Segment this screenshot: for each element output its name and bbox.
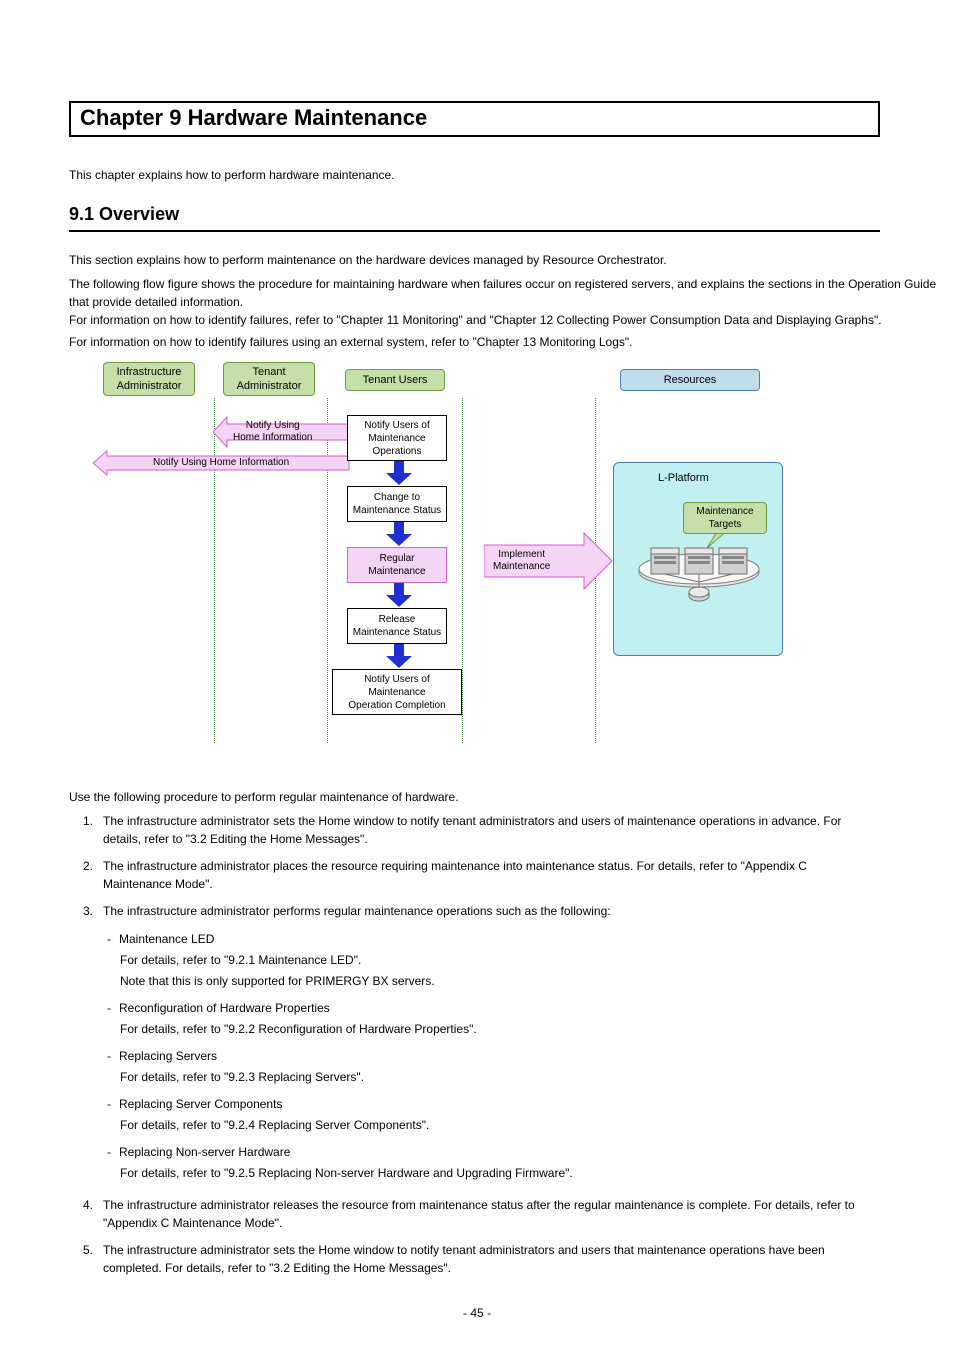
lane-tenant-users: Tenant Users: [345, 369, 445, 391]
sub-1-note: Note that this is only supported for PRI…: [120, 972, 435, 990]
section-title: 9.1 Overview: [69, 204, 179, 225]
item-1: 1.The infrastructure administrator sets …: [83, 812, 883, 848]
flow-change-status: Change to Maintenance Status: [347, 486, 447, 522]
sub-4-label: -Replacing Server Components: [107, 1095, 282, 1113]
sub-3-label: -Replacing Servers: [107, 1047, 217, 1065]
sub-3-desc: For details, refer to "9.2.3 Replacing S…: [120, 1068, 364, 1086]
arrow-down-4: [386, 644, 412, 669]
sub-4-desc: For details, refer to "9.2.4 Replacing S…: [120, 1116, 429, 1134]
section-rule: [69, 230, 880, 232]
item-5-num: 5.: [83, 1241, 103, 1259]
lane-infra: Infrastructure Administrator: [103, 362, 195, 396]
intro-text: This chapter explains how to perform har…: [69, 168, 395, 182]
item-1-text: The infrastructure administrator sets th…: [103, 812, 873, 848]
sub-1-label: -Maintenance LED: [107, 930, 214, 948]
chapter-title: Chapter 9 Hardware Maintenance: [80, 105, 427, 131]
flow-notify-complete: Notify Users of Maintenance Operation Co…: [332, 669, 462, 715]
sub-5-label: -Replacing Non-server Hardware: [107, 1143, 290, 1161]
servers-icon: [633, 530, 765, 610]
para-1: This section explains how to perform mai…: [69, 253, 667, 267]
para-3: For information on how to identify failu…: [69, 313, 882, 327]
flow-regular-maint: Regular Maintenance: [347, 547, 447, 583]
item-5: 5.The infrastructure administrator sets …: [83, 1241, 883, 1277]
item-2-num: 2.: [83, 857, 103, 875]
sub-2-desc: For details, refer to "9.2.2 Reconfigura…: [120, 1020, 477, 1038]
notify-arrow-1-label: Notify Using Home Information: [233, 420, 312, 444]
item-3-num: 3.: [83, 902, 103, 920]
item-2: 2.The infrastructure administrator place…: [83, 857, 883, 893]
arrow-down-3: [386, 583, 412, 608]
item-4-num: 4.: [83, 1196, 103, 1214]
implement-label: Implement Maintenance: [493, 549, 550, 573]
maint-targets-label: Maintenance Targets: [683, 502, 767, 534]
post-p1: Use the following procedure to perform r…: [69, 788, 459, 806]
item-3: 3.The infrastructure administrator perfo…: [83, 902, 883, 920]
arrow-down-2: [386, 522, 412, 547]
flow-diagram: Infrastructure Administrator Tenant Admi…: [95, 360, 865, 760]
item-3-text: The infrastructure administrator perform…: [103, 902, 873, 920]
para-2: The following flow figure shows the proc…: [69, 275, 954, 311]
flow-release-status: Release Maintenance Status: [347, 608, 447, 644]
arrow-down-1: [386, 461, 412, 486]
para-4: For information on how to identify failu…: [69, 335, 632, 349]
item-1-num: 1.: [83, 812, 103, 830]
swimlane-divider-3: [462, 398, 463, 743]
sub-5-desc: For details, refer to "9.2.5 Replacing N…: [120, 1164, 573, 1182]
item-4-text: The infrastructure administrator release…: [103, 1196, 873, 1232]
lane-resources: Resources: [620, 369, 760, 391]
sub-2-label: -Reconfiguration of Hardware Properties: [107, 999, 330, 1017]
item-4: 4.The infrastructure administrator relea…: [83, 1196, 883, 1232]
page-number: - 45 -: [0, 1306, 954, 1320]
item-5-text: The infrastructure administrator sets th…: [103, 1241, 873, 1277]
sub-1-desc: For details, refer to "9.2.1 Maintenance…: [120, 951, 361, 969]
item-2-text: The infrastructure administrator places …: [103, 857, 873, 893]
lane-tenant-admin: Tenant Administrator: [223, 362, 315, 396]
notify-arrow-2-label: Notify Using Home Information: [153, 457, 289, 468]
lplatform-label: L-Platform: [658, 472, 709, 484]
flow-notify-start: Notify Users of Maintenance Operations: [347, 415, 447, 461]
